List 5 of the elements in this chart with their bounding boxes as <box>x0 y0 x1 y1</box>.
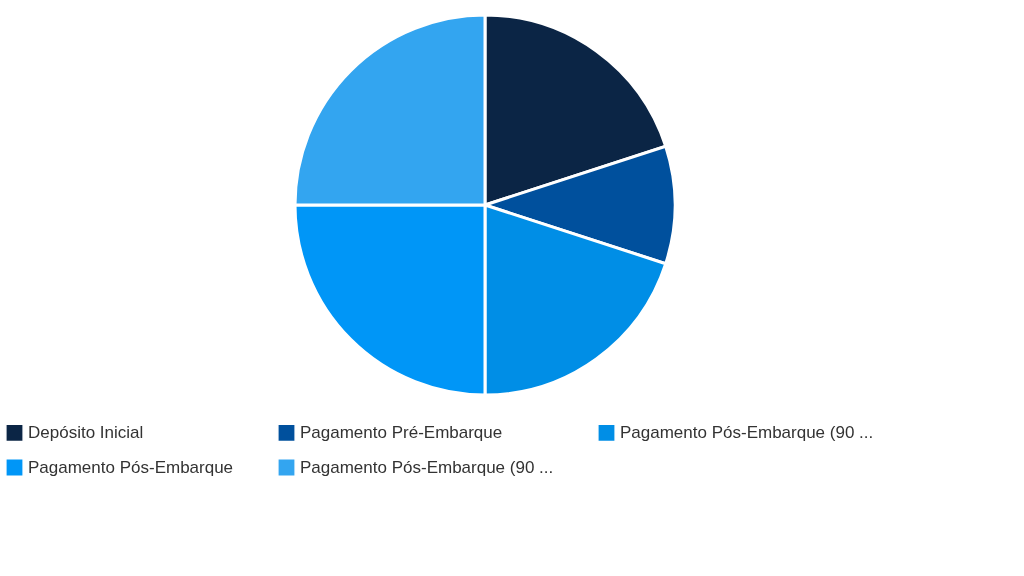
legend-label: Pagamento Pré-Embarque <box>300 422 503 442</box>
legend-label: Pagamento Pós-Embarque <box>28 457 234 477</box>
legend-label: Depósito Inicial <box>28 422 144 442</box>
legend-label: Pagamento Pós-Embarque (90 ... <box>620 422 874 442</box>
legend-label: Pagamento Pós-Embarque (90 ... <box>300 457 554 477</box>
